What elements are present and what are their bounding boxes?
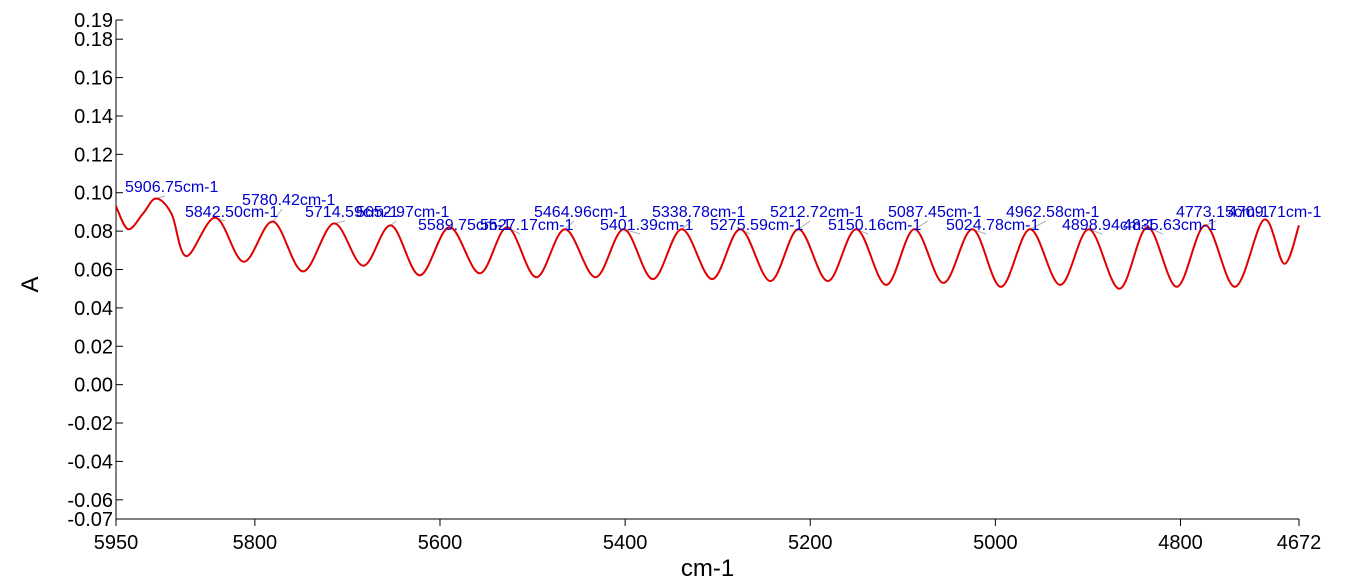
y-tick-label: 0.12 <box>74 144 113 166</box>
x-axis-title: cm-1 <box>681 555 734 580</box>
y-tick-label: 0.02 <box>74 336 113 358</box>
peak-label: 5024.78cm-1 <box>946 217 1039 234</box>
peak-label: 4835.63cm-1 <box>1123 217 1216 234</box>
x-tick-label: 5000 <box>973 532 1018 554</box>
y-tick-label: -0.02 <box>67 413 113 435</box>
peak-labels: 5906.75cm-1 5842.50cm-15780.42cm-15714.59… <box>125 179 1321 234</box>
y-tick-label: 0.19 <box>74 10 113 32</box>
peak-label: 5652.97cm-1 <box>356 204 449 221</box>
peak-label: 5275.59cm-1 <box>710 217 803 234</box>
peak-leader-line <box>681 220 693 230</box>
peak-label: 5906.75cm-1 <box>125 179 218 196</box>
y-tick-label: 0.06 <box>74 260 113 282</box>
peak-label: 5338.78cm-1 <box>652 204 745 221</box>
spectrum-line <box>115 197 1300 290</box>
y-tick-label: 0.04 <box>74 298 113 320</box>
peak-label: 5589.75cm-1 <box>418 217 511 234</box>
peak-label: 5401.39cm-1 <box>600 217 693 234</box>
peak-label: 5842.50cm-1 <box>185 204 278 221</box>
y-tick-label: 0.08 <box>74 221 113 243</box>
y-tick-label: 0.16 <box>74 68 113 90</box>
peak-leader-line <box>564 220 575 230</box>
peak-leader-line <box>914 220 929 230</box>
peak-label: 4709.71cm-1 <box>1228 204 1321 221</box>
peak-label: 5150.16cm-1 <box>828 217 921 234</box>
x-tick-label: 5800 <box>233 532 278 554</box>
peak-label: 5527.17cm-1 <box>480 217 573 234</box>
y-axis-title: A <box>17 276 44 292</box>
peak-label: 4962.58cm-1 <box>1006 204 1099 221</box>
x-tick-label: 5400 <box>603 532 648 554</box>
x-tick-label: 5200 <box>788 532 833 554</box>
peak-label: 5212.72cm-1 <box>770 204 863 221</box>
peak-leader-line <box>798 220 811 230</box>
peak-leader-line <box>1029 220 1047 230</box>
peak-leader-line <box>272 208 283 222</box>
axes: 0.190.18 0.16 0.14 0.12 0.10 0.08 0.06 0.04 0.02… <box>67 10 1321 554</box>
y-tick-label: 0.14 <box>74 106 113 128</box>
y-tick-label: 0.00 <box>74 375 113 397</box>
x-tick-label: 5950 <box>94 532 139 554</box>
peak-label: 5780.42cm-1 <box>242 192 335 209</box>
x-tick-label: 4800 <box>1158 532 1203 554</box>
x-tick-label: 4672 <box>1277 532 1322 554</box>
y-tick-label: -0.07 <box>67 509 113 531</box>
y-tick-label: 0.10 <box>74 183 113 205</box>
peak-label: 4898.94cm-1 <box>1062 217 1155 234</box>
y-tick-label: 0.18 <box>74 29 113 51</box>
peak-label: 5087.45cm-1 <box>888 204 981 221</box>
peak-label: 5464.96cm-1 <box>534 204 627 221</box>
peak-leader-line <box>1205 220 1217 226</box>
y-tick-label: -0.04 <box>67 451 113 473</box>
peak-label: 4773.15cm-1 <box>1176 204 1269 221</box>
x-tick-label: 5600 <box>418 532 463 554</box>
y-tick-label: -0.06 <box>67 490 113 512</box>
peak-label: 5714.59cm-1 <box>305 204 398 221</box>
